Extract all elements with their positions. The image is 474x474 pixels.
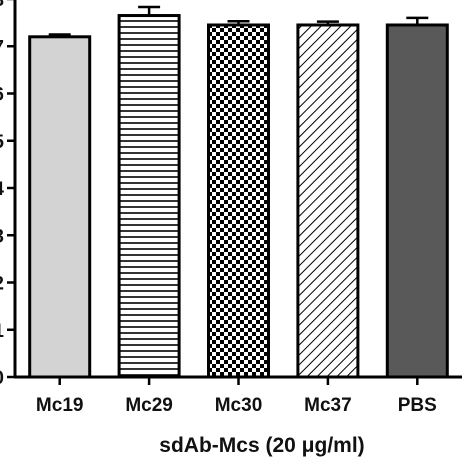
y-tick-label: 2 — [0, 274, 4, 295]
y-tick-label: 8 — [0, 0, 4, 11]
y-tick-label: 3 — [0, 226, 4, 247]
x-tick-label-pbs: PBS — [398, 395, 437, 416]
bar-pbs — [385, 23, 449, 379]
x-tick-label-mc37: Mc37 — [304, 395, 352, 416]
x-tick-label-mc29: Mc29 — [125, 395, 173, 416]
y-tick-label: 6 — [0, 85, 4, 106]
x-tick-label-mc30: Mc30 — [215, 395, 263, 416]
y-tick-label: 1 — [0, 321, 4, 342]
axes-layer: Mc19 Mc29 Mc30 Mc37 PBS 0 1 2 3 4 5 6 7 8 — [0, 0, 462, 416]
bar-mc19 — [28, 35, 92, 379]
bar-mc30 — [207, 23, 270, 379]
bar-mc37 — [296, 23, 360, 379]
y-tick-label: 4 — [0, 179, 4, 200]
bar-mc29 — [117, 14, 181, 379]
x-tick-label-mc19: Mc19 — [36, 395, 84, 416]
bars-layer — [28, 5, 449, 379]
y-tick-label: 5 — [0, 132, 4, 153]
x-axis-title: sdAb-Mcs (20 μg/ml) — [159, 434, 364, 457]
y-tick-label: 0 — [0, 368, 4, 389]
y-tick-label: 7 — [0, 37, 4, 58]
